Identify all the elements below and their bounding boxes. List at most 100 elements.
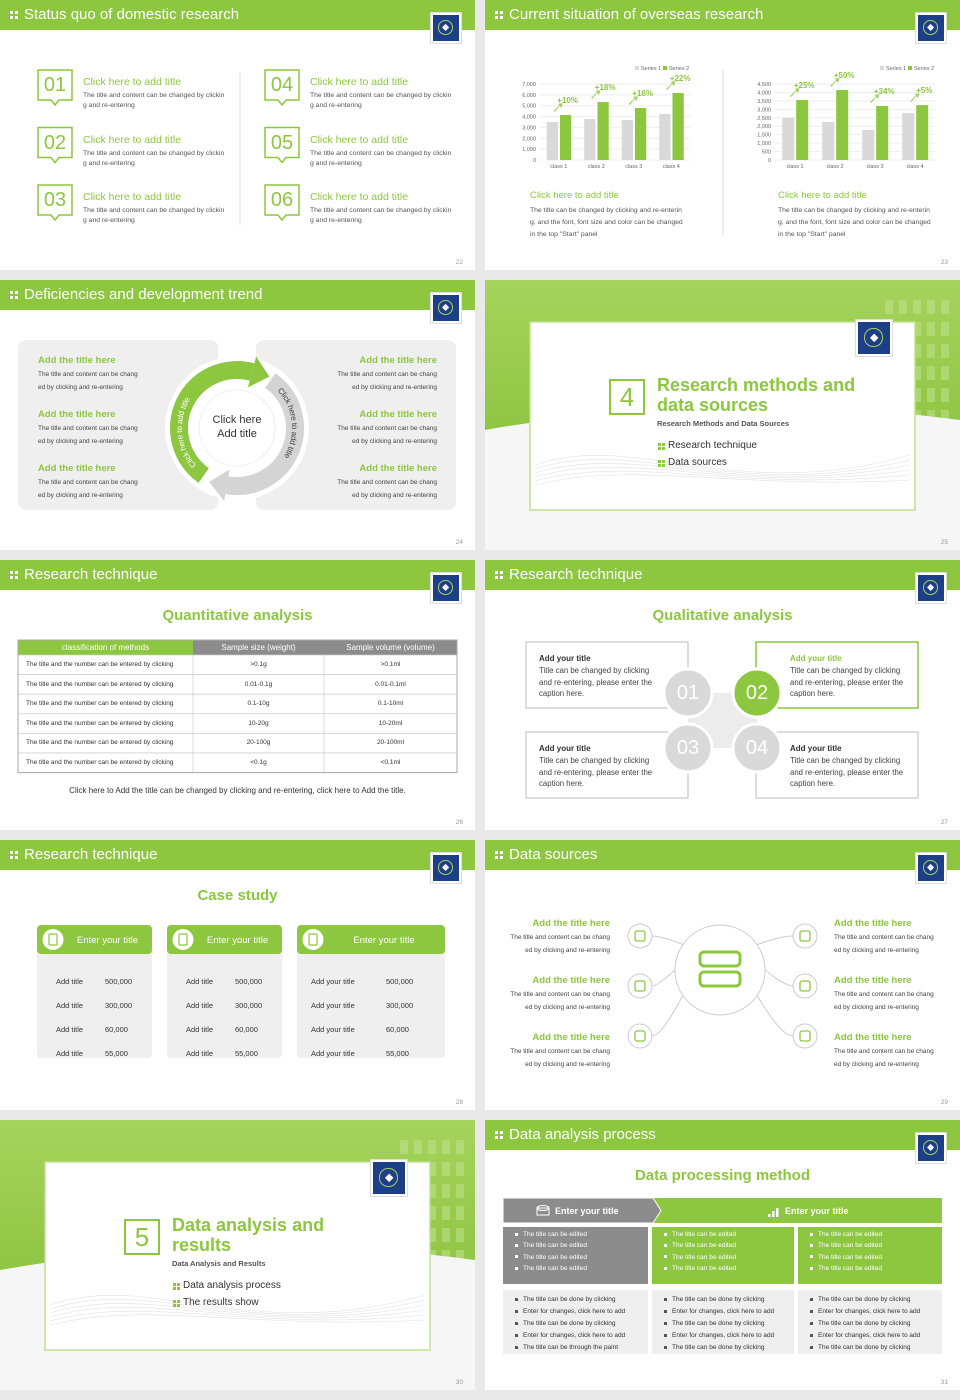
slide-header: Data sources [485, 840, 960, 870]
table-cell: 10-20g [248, 719, 269, 727]
bar [782, 117, 795, 160]
wave [49, 1303, 426, 1317]
x-tick-label: class 1 [786, 164, 803, 170]
logo [918, 855, 944, 881]
top-line: The title can be edited [810, 1242, 882, 1249]
bottom-line: The title can be done by clicking [515, 1296, 616, 1303]
table-cell: 0.1-10g [247, 700, 270, 708]
page-number: 22 [455, 259, 463, 266]
legend-label: Series 1 [886, 66, 906, 72]
logo-emblem [438, 580, 453, 595]
card-icon-glyph [48, 933, 58, 946]
slide-header: Data analysis process [485, 1120, 960, 1150]
building-window [941, 410, 949, 424]
building-window [456, 1228, 464, 1242]
bottom-line: The title can be done by clicking [664, 1344, 765, 1351]
wave [49, 1310, 426, 1322]
bottom-line: Enter for changes, click here to add [515, 1332, 625, 1339]
page-number: 24 [455, 539, 463, 546]
item-title: Add the title here [38, 463, 116, 474]
bar [659, 113, 671, 160]
page-number: 30 [455, 1379, 463, 1386]
db-icon [536, 1207, 550, 1216]
source-icon [792, 923, 818, 949]
bar [876, 105, 889, 160]
item-text: The title and content can be changed by … [38, 479, 138, 499]
section-subtitle: Research Methods and Data Sources [657, 419, 790, 428]
annotation-arrow [553, 103, 563, 113]
building-window [456, 1250, 464, 1264]
logo [918, 575, 944, 601]
building-window [927, 344, 935, 358]
item-text: The title and content can be changed by … [310, 207, 452, 224]
row-value: 500,000 [105, 977, 133, 986]
wave [534, 474, 911, 486]
connector [651, 969, 676, 987]
number-circle [731, 722, 783, 774]
top-line: The title can be edited [664, 1242, 736, 1249]
wave [534, 463, 911, 477]
slide-header: Status quo of domestic research [0, 0, 475, 30]
section-number: 4 [619, 382, 635, 412]
y-tick-label: 2,500 [757, 116, 771, 122]
card-icon-glyph [308, 933, 318, 946]
section-subtitle: Data Analysis and Results [172, 1259, 266, 1268]
header-title: Research technique [24, 566, 158, 583]
card-body [297, 948, 445, 1058]
chart-caption-title: Click here to add title [778, 190, 867, 201]
item-text: The title and content can be changed by … [337, 479, 437, 499]
annotation: +25% [794, 81, 815, 90]
top-line: The title can be edited [515, 1231, 587, 1238]
column-header: Sample size (weight) [221, 643, 296, 652]
column-header: Sample volume (volume) [346, 643, 435, 652]
header-icon [10, 11, 13, 14]
bar [862, 129, 875, 160]
item-title: Click here to add title [310, 133, 409, 146]
row-label: Add your title [311, 1001, 355, 1010]
item-text: The title and content can be changed by … [834, 934, 934, 954]
header-title: Research technique [509, 566, 643, 583]
number-frame [37, 69, 73, 107]
hub [674, 924, 766, 1016]
section-number: 5 [134, 1222, 150, 1252]
item-number: 06 [270, 189, 294, 211]
building-window [913, 344, 921, 358]
header-icon [495, 11, 498, 14]
item-number: 04 [745, 737, 769, 759]
number-frame [264, 126, 300, 164]
connector [764, 969, 794, 987]
y-tick-label: 6,000 [522, 93, 536, 99]
row-label: Add title [186, 1001, 214, 1010]
wave [534, 454, 911, 474]
top-line: The title can be edited [515, 1254, 587, 1261]
building-window [428, 1162, 436, 1176]
connector [651, 995, 684, 1037]
building-window [941, 300, 949, 314]
y-tick-label: 1,500 [757, 133, 771, 139]
annotation: +10% [557, 96, 578, 105]
table-cell: 0.01-0.1ml [375, 680, 406, 688]
y-tick-label: 3,500 [757, 99, 771, 105]
page-number: 28 [455, 1099, 463, 1106]
cycle-arrowhead [209, 469, 230, 501]
item-text: The title and content can be changed by … [510, 1048, 610, 1068]
legend-label: Series 2 [669, 66, 689, 72]
number-frame [37, 126, 73, 164]
item-title: Add the title here [834, 918, 912, 929]
table-cell: 20-100g [246, 739, 271, 747]
top-line: The title can be edited [515, 1265, 587, 1272]
item-title: Add your title [790, 654, 842, 663]
logo [373, 1162, 405, 1194]
table-cell: <0.1ml [380, 759, 401, 766]
y-tick-label: 5,000 [522, 104, 536, 110]
bullet-icon [658, 443, 661, 446]
building-window [456, 1206, 464, 1220]
header-icon [10, 571, 13, 574]
slide: 4 Research methods and data sources Resear… [485, 280, 960, 550]
page-number: 31 [940, 1379, 948, 1386]
section-heading: Case study [197, 887, 278, 904]
source-icon-glyph [799, 980, 811, 992]
header-cell [324, 640, 457, 655]
source-icon-glyph [634, 980, 646, 992]
slide-header: Current situation of overseas research [485, 0, 960, 30]
